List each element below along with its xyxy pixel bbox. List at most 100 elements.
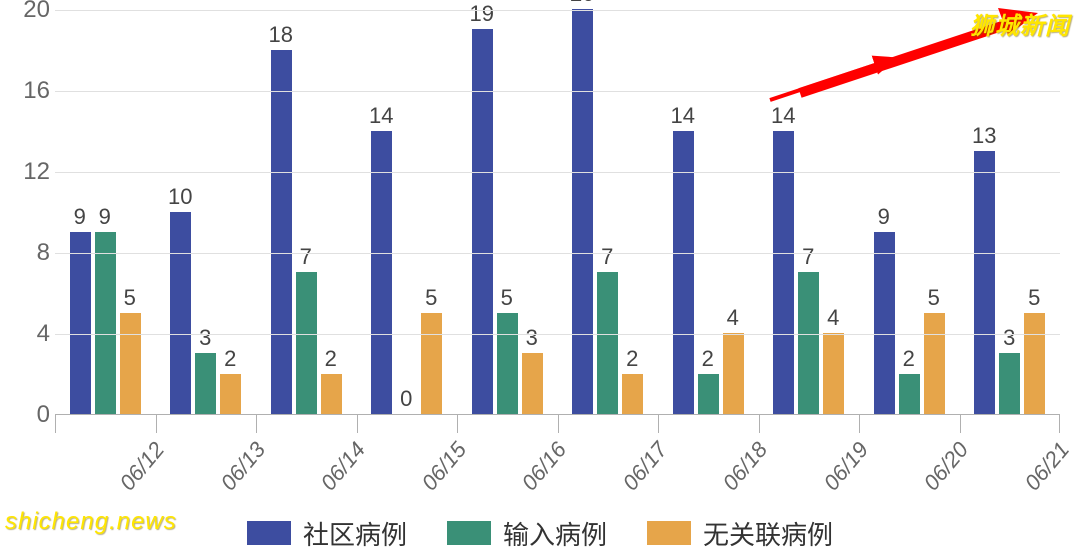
bars-container: 99510321872140519532072142414749251335	[55, 10, 1060, 414]
grid-line	[55, 10, 1060, 11]
grid-line	[55, 253, 1060, 254]
bar-value-label: 3	[989, 325, 1029, 351]
chart-area: 99510321872140519532072142414749251335 0…	[55, 10, 1060, 465]
y-tick-label: 4	[10, 320, 50, 348]
bar	[974, 151, 995, 414]
y-tick-label: 0	[10, 401, 50, 429]
x-tick	[55, 415, 56, 433]
x-tick	[1059, 415, 1060, 433]
bar-value-label: 5	[411, 285, 451, 311]
legend-item-imported: 输入病例	[447, 515, 607, 552]
bar	[572, 9, 593, 414]
bar	[296, 272, 317, 414]
legend-swatch	[447, 521, 491, 545]
grid-line	[55, 172, 1060, 173]
bar-value-label: 7	[286, 244, 326, 270]
y-tick-label: 16	[10, 77, 50, 105]
bar	[321, 374, 342, 415]
x-tick-label: 06/14	[300, 437, 371, 515]
bar	[723, 333, 744, 414]
x-tick	[457, 415, 458, 433]
x-tick-label: 06/16	[501, 437, 572, 515]
bar-value-label: 0	[386, 386, 426, 412]
y-tick-label: 12	[10, 158, 50, 186]
bar-value-label: 2	[612, 346, 652, 372]
x-tick-label: 06/19	[802, 437, 873, 515]
grid-line	[55, 334, 1060, 335]
bar-value-label: 2	[688, 346, 728, 372]
bar	[371, 131, 392, 415]
bar	[874, 232, 895, 414]
y-tick-label: 8	[10, 239, 50, 267]
bar-value-label: 14	[663, 103, 703, 129]
bar	[70, 232, 91, 414]
bar-value-label: 2	[210, 346, 250, 372]
x-tick	[558, 415, 559, 433]
legend-item-community: 社区病例	[247, 515, 407, 552]
bar	[220, 374, 241, 415]
x-tick-label: 06/21	[1003, 437, 1074, 515]
y-tick-label: 20	[10, 0, 50, 24]
x-tick	[960, 415, 961, 433]
x-tick	[658, 415, 659, 433]
bar	[622, 374, 643, 415]
bar	[798, 272, 819, 414]
x-tick-label: 06/20	[903, 437, 974, 515]
bar-value-label: 2	[889, 346, 929, 372]
legend-swatch	[247, 521, 291, 545]
bar	[120, 313, 141, 414]
watermark-top-right: 狮城新闻	[970, 6, 1070, 41]
bar-value-label: 20	[562, 0, 602, 7]
legend-label: 无关联病例	[703, 515, 833, 552]
legend-item-unlinked: 无关联病例	[647, 515, 833, 552]
x-tick-label: 06/18	[702, 437, 773, 515]
x-tick-label: 06/13	[199, 437, 270, 515]
x-tick	[759, 415, 760, 433]
bar	[999, 353, 1020, 414]
grid-line	[55, 91, 1060, 92]
bar	[522, 353, 543, 414]
legend-swatch	[647, 521, 691, 545]
bar-value-label: 13	[964, 123, 1004, 149]
bar-value-label: 14	[361, 103, 401, 129]
x-tick-label: 06/15	[400, 437, 471, 515]
bar-value-label: 3	[512, 325, 552, 351]
bar-value-label: 5	[914, 285, 954, 311]
watermark-bottom-left: shicheng.news	[5, 508, 177, 536]
bar	[899, 374, 920, 415]
x-tick	[256, 415, 257, 433]
bar-value-label: 9	[85, 204, 125, 230]
bar	[773, 131, 794, 415]
legend-label: 社区病例	[303, 515, 407, 552]
bar	[823, 333, 844, 414]
bar-value-label: 7	[587, 244, 627, 270]
bar-value-label: 4	[713, 305, 753, 331]
bar-value-label: 5	[487, 285, 527, 311]
x-tick	[156, 415, 157, 433]
x-tick	[357, 415, 358, 433]
bar	[170, 212, 191, 415]
bar-value-label: 2	[311, 346, 351, 372]
bar	[421, 313, 442, 414]
bar	[698, 374, 719, 415]
x-tick-label: 06/17	[601, 437, 672, 515]
bar-value-label: 10	[160, 184, 200, 210]
bar-value-label: 5	[1014, 285, 1054, 311]
bar-value-label: 5	[110, 285, 150, 311]
bar-value-label: 7	[788, 244, 828, 270]
bar	[1024, 313, 1045, 414]
x-axis-labels: 06/1206/1306/1406/1506/1606/1706/1806/19…	[55, 415, 1060, 465]
bar-value-label: 18	[261, 22, 301, 48]
bar	[597, 272, 618, 414]
plot-region: 99510321872140519532072142414749251335 0…	[55, 10, 1060, 415]
bar-value-label: 9	[864, 204, 904, 230]
bar-value-label: 14	[763, 103, 803, 129]
legend-label: 输入病例	[503, 515, 607, 552]
x-tick-label: 06/12	[99, 437, 170, 515]
bar-value-label: 19	[462, 1, 502, 27]
bar	[472, 29, 493, 414]
x-tick	[859, 415, 860, 433]
bar-value-label: 4	[813, 305, 853, 331]
bar	[924, 313, 945, 414]
bar	[95, 232, 116, 414]
